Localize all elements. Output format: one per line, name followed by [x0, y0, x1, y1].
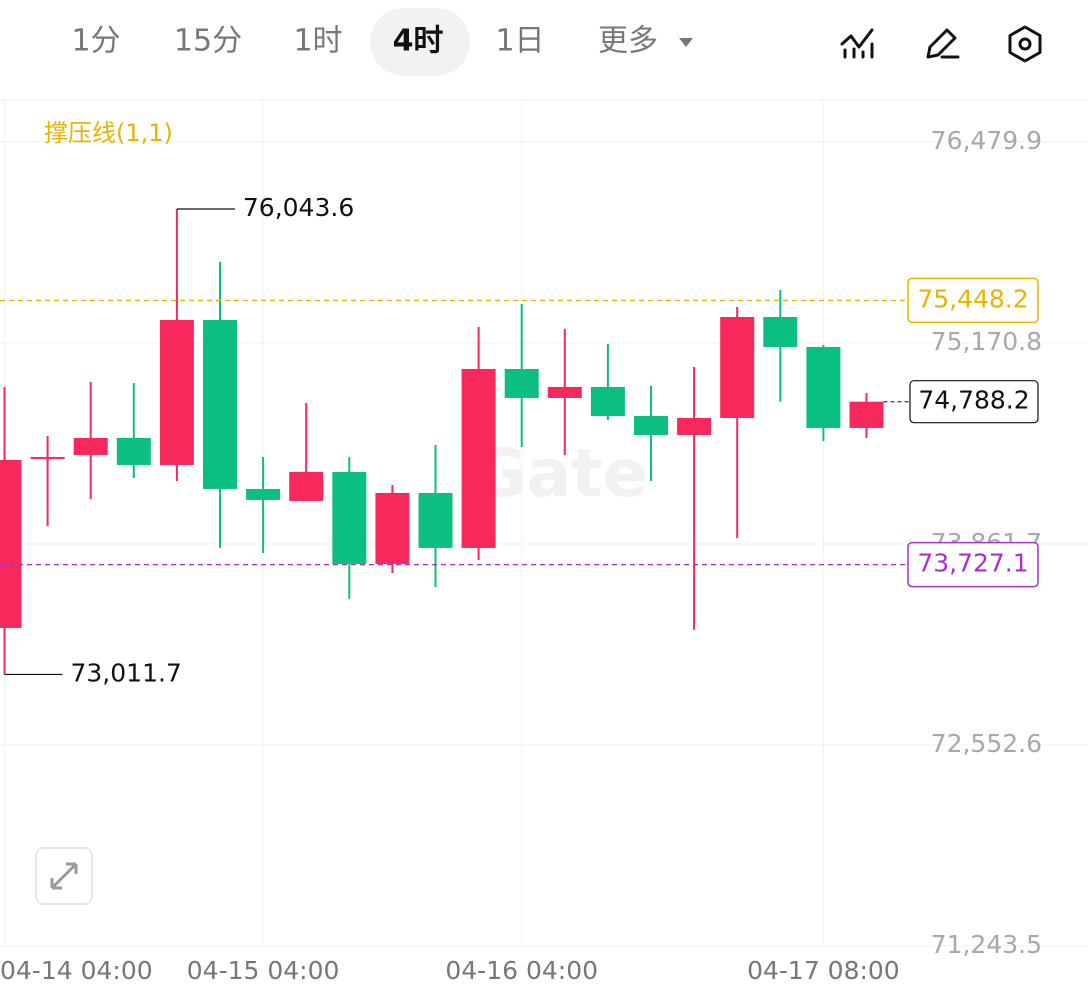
last-price-label: 74,788.2: [918, 386, 1029, 415]
fullscreen-icon: [50, 862, 78, 890]
x-tick-label: 04-14 04:00: [0, 956, 153, 985]
level-label: 75,448.2: [917, 284, 1028, 313]
dropdown-arrow[interactable]: [679, 38, 693, 47]
interval-tab[interactable]: 更多: [598, 24, 658, 59]
interval-tab[interactable]: 1日: [495, 24, 544, 59]
candle-body: [720, 316, 755, 418]
candle-body: [677, 417, 712, 435]
interval-tab[interactable]: 15分: [174, 24, 242, 59]
candle-body: [504, 368, 539, 398]
candle-body: [590, 386, 625, 416]
x-tick-label: 04-17 08:00: [747, 956, 900, 985]
y-tick-label: 71,243.5: [931, 930, 1042, 959]
x-tick-label: 04-15 04:00: [187, 956, 340, 985]
candle-body: [116, 437, 151, 465]
x-tick-label: 04-16 04:00: [445, 956, 598, 985]
watermark: Gate: [472, 435, 647, 512]
indicator-icon[interactable]: [840, 28, 874, 59]
interval-tab[interactable]: 4时: [393, 24, 444, 59]
active-tab-bg: [370, 8, 470, 76]
toolbar-icons: [840, 25, 1042, 63]
candle-body: [289, 471, 324, 501]
plot: Gate71,243.572,552.673,861.775,170.876,4…: [0, 100, 1088, 985]
candle-body: [332, 471, 367, 564]
candle-body: [806, 346, 841, 428]
min-label: 73,011.7: [71, 658, 182, 687]
candle-body: [159, 319, 194, 465]
candle-body: [418, 492, 453, 548]
max-label: 76,043.6: [243, 193, 354, 222]
candle-body: [30, 456, 65, 459]
candle-body: [461, 368, 496, 548]
candle-body: [246, 488, 281, 500]
settings-icon[interactable]: [1008, 25, 1042, 63]
candle-body: [73, 437, 108, 455]
level-label: 73,727.1: [917, 549, 1028, 578]
candle-body: [634, 415, 668, 435]
y-tick-label: 76,479.9: [931, 126, 1042, 155]
level-box: [907, 277, 1039, 324]
candle-body: [763, 316, 798, 347]
candle-body: [0, 459, 22, 628]
y-tick-label: 72,552.6: [931, 729, 1042, 758]
candle-body: [203, 319, 237, 489]
candle-body: [547, 386, 582, 398]
y-tick-label: 75,170.8: [931, 327, 1042, 356]
last-price-box: [909, 380, 1039, 424]
interval-tab[interactable]: 1时: [293, 24, 342, 59]
interval-tab[interactable]: 1分: [71, 24, 120, 59]
indicator-label: 撑压线(1,1): [44, 119, 173, 147]
level-box: [907, 541, 1039, 588]
draw-icon[interactable]: [926, 28, 960, 59]
candle-body: [849, 401, 884, 428]
candle-body: [375, 492, 410, 564]
